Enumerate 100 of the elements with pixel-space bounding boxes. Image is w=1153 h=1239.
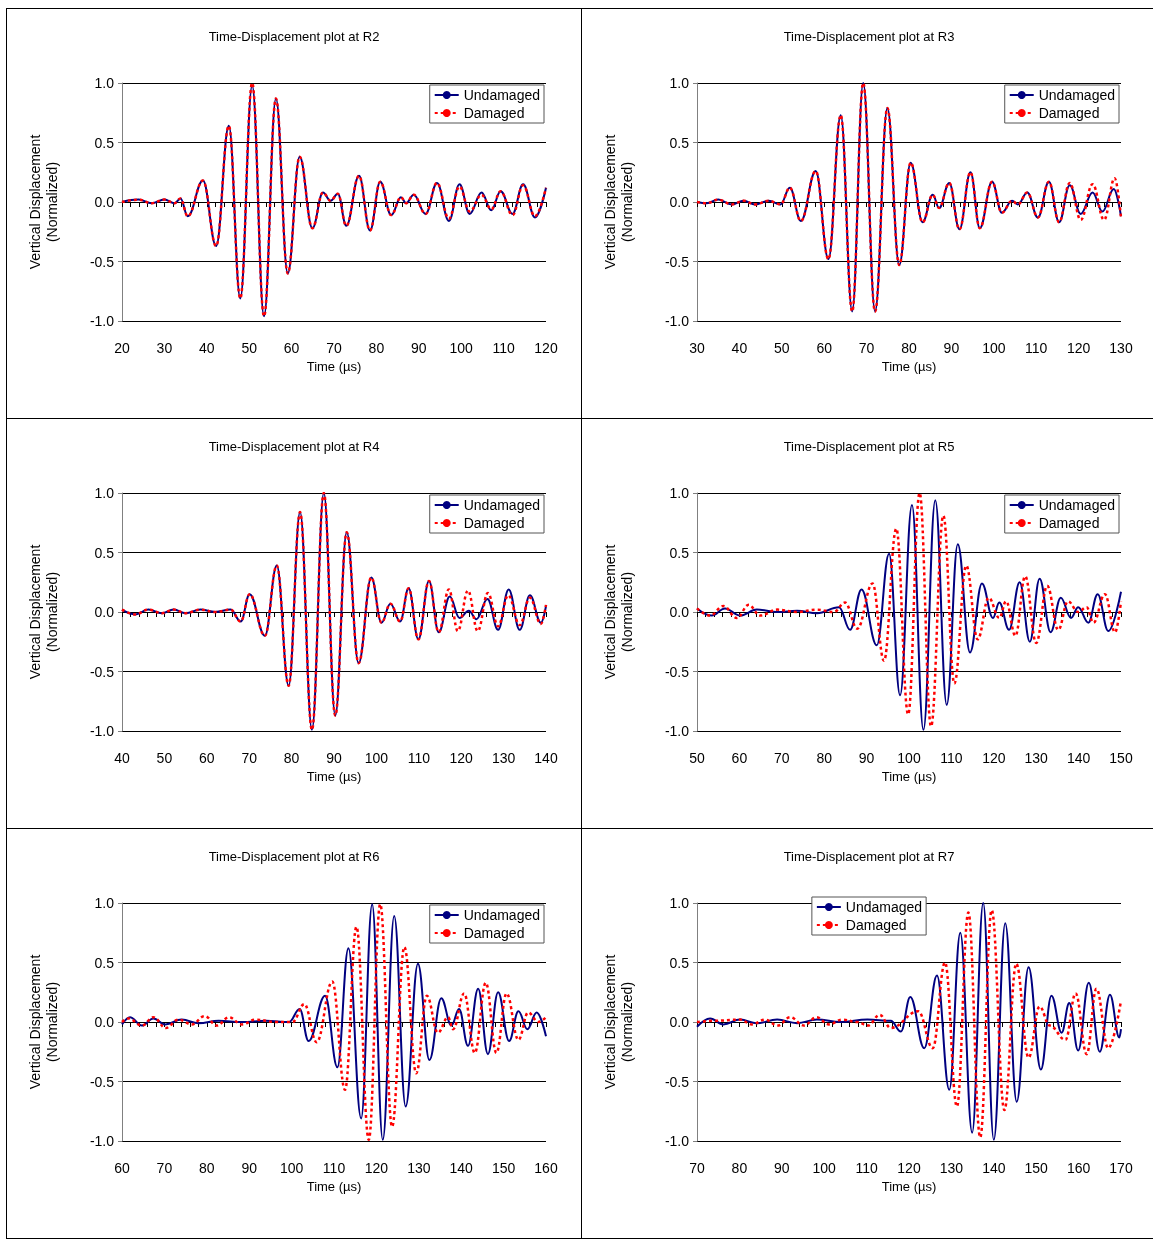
x-axis-title: Time (µs) — [306, 358, 362, 374]
legend-label: Undamaged — [1038, 87, 1116, 103]
x-axis-title: Time (µs) — [881, 768, 937, 784]
x-tick-label: 90 — [774, 1160, 790, 1176]
x-tick-label: 130 — [1109, 340, 1133, 356]
legend-label: Damaged — [463, 105, 525, 121]
x-tick-label: 50 — [156, 750, 173, 766]
x-tick-label: 160 — [1066, 1160, 1091, 1176]
legend-label: Undamaged — [845, 899, 923, 915]
x-tick-label: 50 — [689, 750, 705, 766]
x-tick-label: 80 — [901, 340, 917, 356]
legend-label: Damaged — [463, 925, 525, 941]
y-tick-label: -1.0 — [89, 1133, 115, 1149]
x-tick-label: 70 — [156, 1160, 173, 1176]
legend-label: Damaged — [1038, 105, 1100, 121]
y-tick-label: 0.0 — [669, 194, 690, 210]
x-axis-title: Time (µs) — [306, 1178, 362, 1194]
x-tick-label: 60 — [199, 750, 215, 766]
x-tick-label: 80 — [368, 340, 385, 356]
y-tick-label: 0.5 — [669, 954, 690, 971]
x-tick-label: 60 — [816, 340, 833, 356]
chart-title: Time-Displacement plot at R3 — [783, 29, 955, 44]
y-tick-label: -1.0 — [89, 313, 115, 329]
x-tick-label: 70 — [858, 340, 875, 356]
y-tick-label: 1.0 — [669, 75, 690, 91]
x-tick-label: 110 — [940, 750, 963, 766]
x-tick-label: 20 — [114, 340, 130, 356]
y-tick-label: -1.0 — [664, 1133, 690, 1149]
y-tick-label: -0.5 — [664, 1073, 690, 1090]
x-tick-label: 140 — [1066, 750, 1091, 766]
x-tick-label: 70 — [689, 1160, 705, 1176]
y-tick-label: 0.0 — [669, 604, 690, 620]
y-tick-label: 1.0 — [94, 485, 115, 501]
x-tick-label: 70 — [326, 340, 342, 356]
x-tick-label: 30 — [156, 340, 173, 356]
x-tick-label: 170 — [1109, 1160, 1133, 1176]
x-tick-label: 50 — [241, 340, 258, 356]
x-tick-label: 140 — [534, 750, 558, 766]
chart-title: Time-Displacement plot at R5 — [783, 439, 955, 454]
y-tick-label: 0.0 — [669, 1014, 690, 1030]
x-tick-label: 100 — [449, 340, 474, 356]
x-tick-label: 130 — [407, 1160, 431, 1176]
x-tick-label: 60 — [114, 1160, 130, 1176]
legend-label: Damaged — [845, 917, 907, 933]
y-tick-label: -0.5 — [664, 253, 690, 270]
x-tick-label: 40 — [199, 340, 215, 356]
y-axis-title: Vertical Displacement (Normalized) — [26, 954, 60, 1090]
x-tick-label: 120 — [982, 750, 1006, 766]
y-tick-label: -1.0 — [664, 313, 690, 329]
y-axis-title: Vertical Displacement (Normalized) — [26, 134, 60, 270]
x-tick-label: 140 — [449, 1160, 474, 1176]
y-axis-title: Vertical Displacement (Normalized) — [601, 954, 635, 1090]
chart-title: Time-Displacement plot at R6 — [208, 849, 380, 864]
x-axis-title: Time (µs) — [881, 358, 937, 374]
y-tick-label: -0.5 — [89, 253, 115, 270]
x-tick-label: 80 — [199, 1160, 215, 1176]
x-tick-label: 160 — [534, 1160, 558, 1176]
y-tick-label: 0.5 — [94, 544, 115, 561]
x-tick-label: 100 — [279, 1160, 304, 1176]
legend-label: Damaged — [463, 515, 525, 531]
x-tick-label: 110 — [322, 1160, 346, 1176]
x-tick-label: 40 — [114, 750, 130, 766]
legend-label: Undamaged — [463, 907, 541, 923]
chart-title: Time-Displacement plot at R4 — [208, 439, 380, 454]
x-tick-label: 110 — [1025, 340, 1048, 356]
y-tick-label: 1.0 — [94, 895, 115, 911]
x-tick-label: 110 — [855, 1160, 878, 1176]
y-tick-label: 1.0 — [94, 75, 115, 91]
x-tick-label: 120 — [364, 1160, 389, 1176]
x-axis-title: Time (µs) — [881, 1178, 937, 1194]
x-tick-label: 90 — [858, 750, 875, 766]
y-tick-label: 0.5 — [669, 544, 690, 561]
y-axis-title: Vertical Displacement (Normalized) — [26, 544, 60, 680]
y-tick-label: 0.0 — [94, 604, 115, 620]
x-tick-label: 130 — [491, 750, 516, 766]
x-tick-label: 100 — [897, 750, 921, 766]
x-tick-label: 30 — [689, 340, 705, 356]
legend-label: Undamaged — [1038, 497, 1116, 513]
x-tick-label: 100 — [982, 340, 1006, 356]
y-tick-label: 1.0 — [669, 485, 690, 501]
x-tick-label: 100 — [812, 1160, 837, 1176]
x-tick-label: 90 — [411, 340, 427, 356]
x-tick-label: 130 — [1024, 750, 1049, 766]
x-tick-label: 110 — [492, 340, 515, 356]
y-axis-title: Vertical Displacement (Normalized) — [601, 544, 635, 680]
x-tick-label: 120 — [897, 1160, 921, 1176]
y-tick-label: -1.0 — [664, 723, 690, 739]
y-tick-label: 0.5 — [94, 954, 115, 971]
x-tick-label: 90 — [241, 1160, 258, 1176]
x-tick-label: 90 — [943, 340, 960, 356]
x-tick-label: 140 — [982, 1160, 1006, 1176]
y-tick-label: 0.5 — [669, 134, 690, 151]
chart-title: Time-Displacement plot at R7 — [783, 849, 955, 864]
y-axis-title: Vertical Displacement (Normalized) — [601, 134, 635, 270]
y-tick-label: 0.0 — [94, 1014, 115, 1030]
x-tick-label: 110 — [407, 750, 431, 766]
y-tick-label: 1.0 — [669, 895, 690, 911]
x-tick-label: 70 — [241, 750, 258, 766]
chart-title: Time-Displacement plot at R2 — [208, 29, 380, 44]
x-tick-label: 90 — [326, 750, 342, 766]
